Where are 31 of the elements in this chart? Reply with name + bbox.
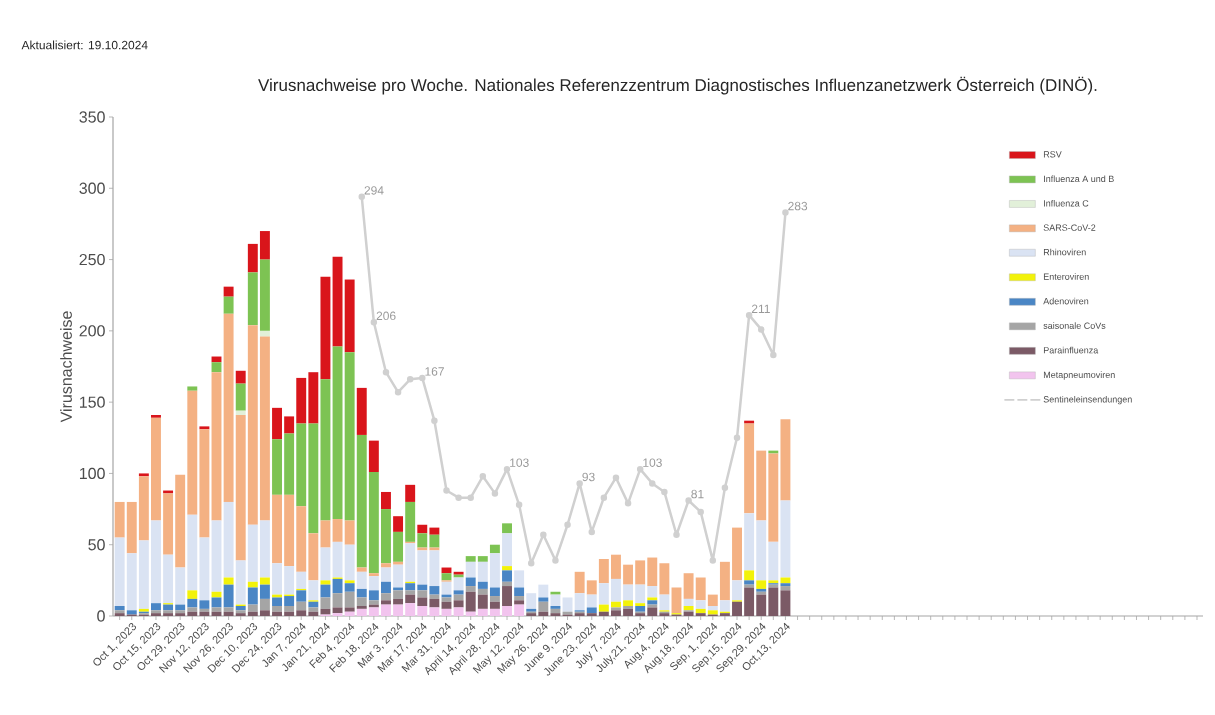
legend-label: Enteroviren (1043, 273, 1089, 280)
legend-label: saisonale CoVs (1043, 322, 1106, 329)
data-label: 283 (788, 201, 808, 211)
y-axis-title: Virusnachweise (60, 311, 72, 423)
legend-label: RSV (1043, 151, 1062, 158)
chart-title: Virusnachweise pro Woche. Nationales Referenzzentrum Diagnostisches Influenzanetzwerk Österreich (DINÖ). (258, 76, 1097, 95)
legend-label: Sentineleinsendungen (1043, 395, 1132, 405)
legend-label: Rhinoviren (1043, 248, 1086, 256)
text: Aktualisiert: 19.10.2024 (21, 40, 148, 50)
data-label: 93 (582, 472, 595, 482)
legend-label: SARS-CoV-2 (1043, 224, 1096, 231)
data-label: 81 (691, 489, 704, 499)
y-tick-label: 200 (79, 325, 105, 337)
legend-label: Metapneumoviren (1043, 371, 1115, 380)
y-tick-label: 150 (80, 396, 105, 408)
data-label: 294 (364, 186, 384, 195)
legend-label: Influenza A und B (1044, 175, 1114, 183)
y-tick-label: 350 (79, 111, 105, 123)
y-tick-label: 300 (79, 182, 105, 194)
data-label: 167 (425, 367, 444, 376)
data-label: 211 (751, 304, 770, 313)
legend-label: Adenoviren (1043, 297, 1089, 305)
legend-label: Influenza C (1044, 199, 1089, 207)
legend-label: Parainfluenza (1043, 346, 1099, 354)
y-tick-label: 50 (88, 539, 105, 551)
y-tick-label: 0 (97, 610, 105, 622)
data-label: 206 (376, 311, 396, 321)
y-tick-label: 100 (80, 467, 105, 480)
y-tick-label: 250 (79, 253, 105, 266)
data-label: 103 (643, 458, 662, 467)
data-label: 103 (510, 458, 529, 467)
